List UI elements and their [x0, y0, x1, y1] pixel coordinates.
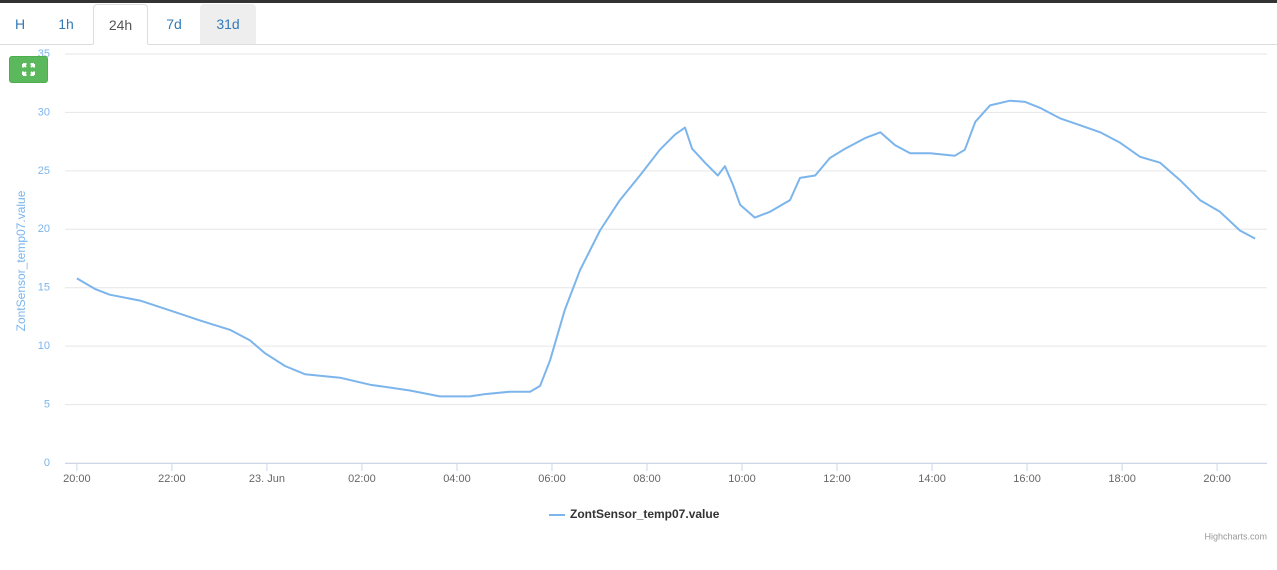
x-tick-label: 06:00 — [538, 473, 566, 485]
fullscreen-button[interactable] — [9, 56, 48, 83]
credits: Highcharts.com — [1204, 531, 1267, 541]
legend-label: ZontSensor_temp07.value — [570, 507, 720, 521]
tab[interactable]: 24h — [93, 4, 148, 45]
data-line — [76, 99, 1256, 398]
tab[interactable]: H — [14, 16, 26, 32]
x-tick-label: 16:00 — [1013, 473, 1041, 485]
x-tick-label: 14:00 — [918, 473, 946, 485]
x-tick-label: 23. Jun — [249, 473, 285, 485]
expand-icon — [22, 63, 35, 76]
y-tick-label: 30 — [38, 106, 50, 118]
x-tick-label: 02:00 — [348, 473, 376, 485]
x-tick-label: 18:00 — [1108, 473, 1136, 485]
y-tick-label: 10 — [38, 340, 50, 352]
y-tick-label: 5 — [44, 398, 50, 410]
y-axis-title: ZontSensor_temp07.value — [14, 190, 28, 331]
tab[interactable]: 7d — [166, 16, 182, 32]
y-tick-label: 0 — [44, 457, 50, 469]
x-tick-label: 20:00 — [63, 473, 91, 485]
x-tick-label: 20:00 — [1203, 473, 1231, 485]
y-tick-label: 25 — [38, 165, 50, 177]
chart: 05101520253035ZontSensor_temp07.value20:… — [14, 48, 1267, 541]
x-tick-label: 12:00 — [823, 473, 851, 485]
x-tick-label: 04:00 — [443, 473, 471, 485]
tab[interactable]: 1h — [58, 16, 74, 32]
x-tick-label: 10:00 — [728, 473, 756, 485]
tab[interactable]: 31d — [200, 4, 256, 44]
tab-bar: H 1h 24h 7d 31d — [0, 3, 1277, 45]
x-tick-label: 08:00 — [633, 473, 661, 485]
x-tick-label: 22:00 — [158, 473, 186, 485]
y-tick-label: 20 — [38, 223, 50, 235]
y-tick-label: 15 — [38, 282, 50, 294]
